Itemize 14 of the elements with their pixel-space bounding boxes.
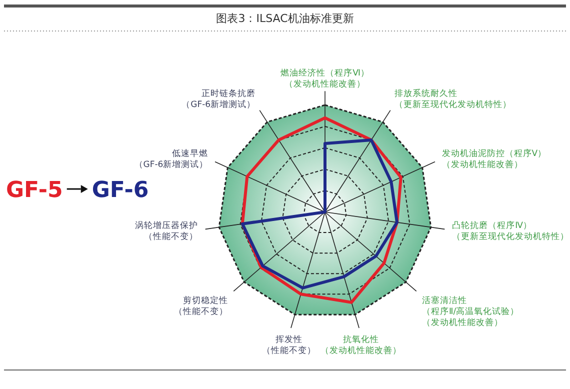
text: GF-5 xyxy=(6,178,63,203)
text: GF-6 xyxy=(92,178,149,203)
spoke-label: 排放系统耐久性（更新至现代化发动机特性） xyxy=(394,88,512,110)
spoke-label: 正时链条抗磨（GF-6新增测试） xyxy=(182,88,256,110)
spoke-label: 活塞清洁性（程序Ⅱ/高温氧化试验）（发动机性能改善） xyxy=(422,295,520,328)
spoke-label: 凸轮抗磨（程序Ⅳ）（更新至现代化发动机特性） xyxy=(452,220,570,242)
spoke-label: 燃油经济性（程序Ⅵ）（发动机性能改善） xyxy=(280,68,370,90)
chart-title: 图表3：ILSAC机油标准更新 xyxy=(216,12,354,25)
spoke-label: 剪切稳定性（性能不变） xyxy=(174,295,228,318)
spoke-label: 抗氧化性（发动机性能改善） xyxy=(320,334,402,356)
spoke-label: 发动机油泥防控（程序Ⅴ）（发动机性能改善） xyxy=(442,148,547,170)
spoke-label: 涡轮增压器保护（性能不变） xyxy=(134,220,198,242)
spoke-label: 挥发性（性能不变） xyxy=(262,334,316,356)
spoke-label: 低速早燃（GF-6新增测试） xyxy=(134,148,208,170)
